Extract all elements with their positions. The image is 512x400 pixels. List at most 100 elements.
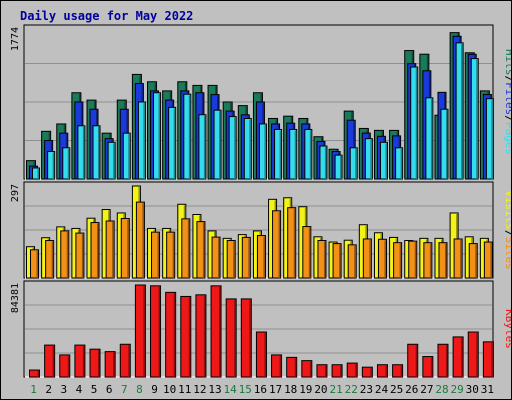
- bar-kbytes-day-9: [150, 285, 162, 378]
- bar-shade-pages-day-3: [67, 148, 70, 179]
- bar-shade-kbytes-day-7: [128, 345, 130, 377]
- bar-pages-day-12: [198, 114, 207, 180]
- bar-pages-day-17: [274, 128, 283, 180]
- bar-pages-day-31: [485, 98, 494, 180]
- bar-shade-kbytes-day-13: [219, 286, 221, 377]
- bar-shade-sites-day-31: [490, 243, 492, 278]
- bar-shade-sites-day-13: [218, 238, 220, 278]
- legend-entry: KBytes: [503, 309, 511, 349]
- bar-sites-day-13: [211, 236, 221, 279]
- bar-pages-day-10: [168, 106, 177, 180]
- bar-pages-day-8: [137, 101, 146, 180]
- chart-title: Daily usage for May 2022: [20, 9, 193, 23]
- bar-kbytes-day-31: [482, 341, 494, 378]
- bar-pages-day-26: [410, 66, 419, 180]
- bar-shade-kbytes-day-21: [340, 365, 342, 377]
- bar-shade-pages-day-17: [279, 130, 282, 179]
- bar-pages-day-18: [289, 128, 298, 180]
- x-tick-day-31: 31: [481, 383, 494, 396]
- bar-shade-sites-day-9: [157, 233, 160, 278]
- bar-pages-day-20: [319, 145, 328, 180]
- bar-shade-pages-day-12: [203, 115, 206, 179]
- bar-shade-sites-day-14: [233, 241, 235, 278]
- bar-sites-day-2: [45, 240, 55, 279]
- legend-entry: Sites: [503, 237, 511, 270]
- bar-shade-kbytes-day-5: [98, 350, 100, 377]
- x-tick-day-21: 21: [329, 383, 342, 396]
- bar-sites-day-15: [241, 236, 251, 279]
- x-tick-day-11: 11: [178, 383, 191, 396]
- bar-shade-pages-day-30: [476, 59, 478, 179]
- bar-kbytes-day-6: [104, 351, 116, 378]
- bar-shade-pages-day-16: [264, 124, 266, 179]
- legend-entry: Pages: [503, 122, 511, 155]
- bar-shade-sites-day-23: [369, 239, 371, 278]
- bar-shade-sites-day-22: [354, 245, 356, 278]
- bar-shade-pages-day-2: [52, 152, 55, 179]
- bar-pages-day-15: [243, 117, 252, 180]
- legend-kbytes: KBytes: [503, 309, 511, 349]
- bar-shade-pages-day-21: [340, 156, 342, 179]
- x-tick-day-16: 16: [254, 383, 267, 396]
- legend-visits-sites: Visits/Sites: [503, 190, 511, 270]
- bar-shade-sites-day-17: [278, 211, 281, 278]
- bar-sites-day-22: [347, 244, 357, 279]
- x-tick-day-15: 15: [239, 383, 252, 396]
- bar-shade-kbytes-day-9: [158, 286, 161, 377]
- bar-pages-day-3: [62, 147, 71, 180]
- bar-kbytes-day-16: [255, 331, 267, 378]
- bar-shade-kbytes-day-23: [370, 368, 372, 377]
- bar-pages-day-23: [364, 138, 373, 180]
- bar-sites-day-1: [30, 249, 39, 279]
- bar-kbytes-day-25: [392, 364, 404, 378]
- bar-kbytes-day-29: [452, 336, 464, 378]
- bar-shade-pages-day-18: [294, 130, 297, 179]
- bar-pages-day-16: [258, 123, 267, 180]
- bar-shade-pages-day-6: [113, 143, 115, 179]
- bar-shade-kbytes-day-16: [264, 333, 266, 377]
- x-tick-day-19: 19: [299, 383, 312, 396]
- bar-kbytes-day-4: [74, 344, 86, 378]
- x-tick-day-5: 5: [91, 383, 98, 396]
- bar-sites-day-30: [468, 243, 478, 279]
- bar-shade-kbytes-day-4: [82, 346, 85, 377]
- bar-shade-sites-day-28: [444, 243, 447, 278]
- bar-pages-day-4: [77, 125, 86, 180]
- bar-sites-day-17: [272, 210, 282, 279]
- bar-shade-kbytes-day-15: [249, 299, 251, 377]
- bar-shade-sites-day-16: [263, 236, 265, 278]
- bar-kbytes-day-27: [422, 356, 434, 378]
- bar-shade-kbytes-day-6: [113, 352, 115, 377]
- bar-shade-pages-day-20: [324, 147, 327, 179]
- bar-pages-day-9: [153, 92, 162, 180]
- x-tick-day-26: 26: [405, 383, 418, 396]
- bar-shade-kbytes-day-12: [203, 295, 206, 377]
- bar-kbytes-day-23: [361, 366, 373, 378]
- ymax-label-visits-sites: 297: [10, 184, 21, 202]
- bar-shade-sites-day-26: [414, 242, 417, 278]
- bar-shade-pages-day-5: [98, 126, 100, 179]
- bar-shade-kbytes-day-11: [188, 297, 191, 377]
- bar-kbytes-day-12: [195, 294, 207, 378]
- bar-shade-pages-day-26: [415, 68, 418, 179]
- bar-pages-day-30: [470, 58, 479, 180]
- bar-shade-pages-day-10: [173, 108, 176, 179]
- bar-sites-day-31: [483, 241, 493, 279]
- bar-kbytes-day-20: [316, 364, 328, 378]
- bar-sites-day-27: [423, 242, 433, 279]
- bar-sites-day-11: [181, 218, 191, 279]
- bar-kbytes-day-10: [165, 291, 177, 378]
- bar-kbytes-day-30: [467, 331, 479, 378]
- bar-shade-pages-day-14: [234, 117, 236, 179]
- bar-pages-day-13: [213, 109, 222, 180]
- bar-shade-pages-day-11: [188, 95, 191, 179]
- x-tick-day-8: 8: [136, 383, 143, 396]
- bar-sites-day-5: [90, 222, 100, 279]
- bar-sites-day-14: [226, 240, 236, 279]
- bar-sites-day-18: [287, 207, 297, 279]
- bar-pages-day-21: [334, 154, 343, 180]
- bar-sites-day-4: [75, 232, 85, 279]
- bar-pages-day-24: [379, 141, 388, 180]
- bar-sites-day-9: [151, 231, 161, 279]
